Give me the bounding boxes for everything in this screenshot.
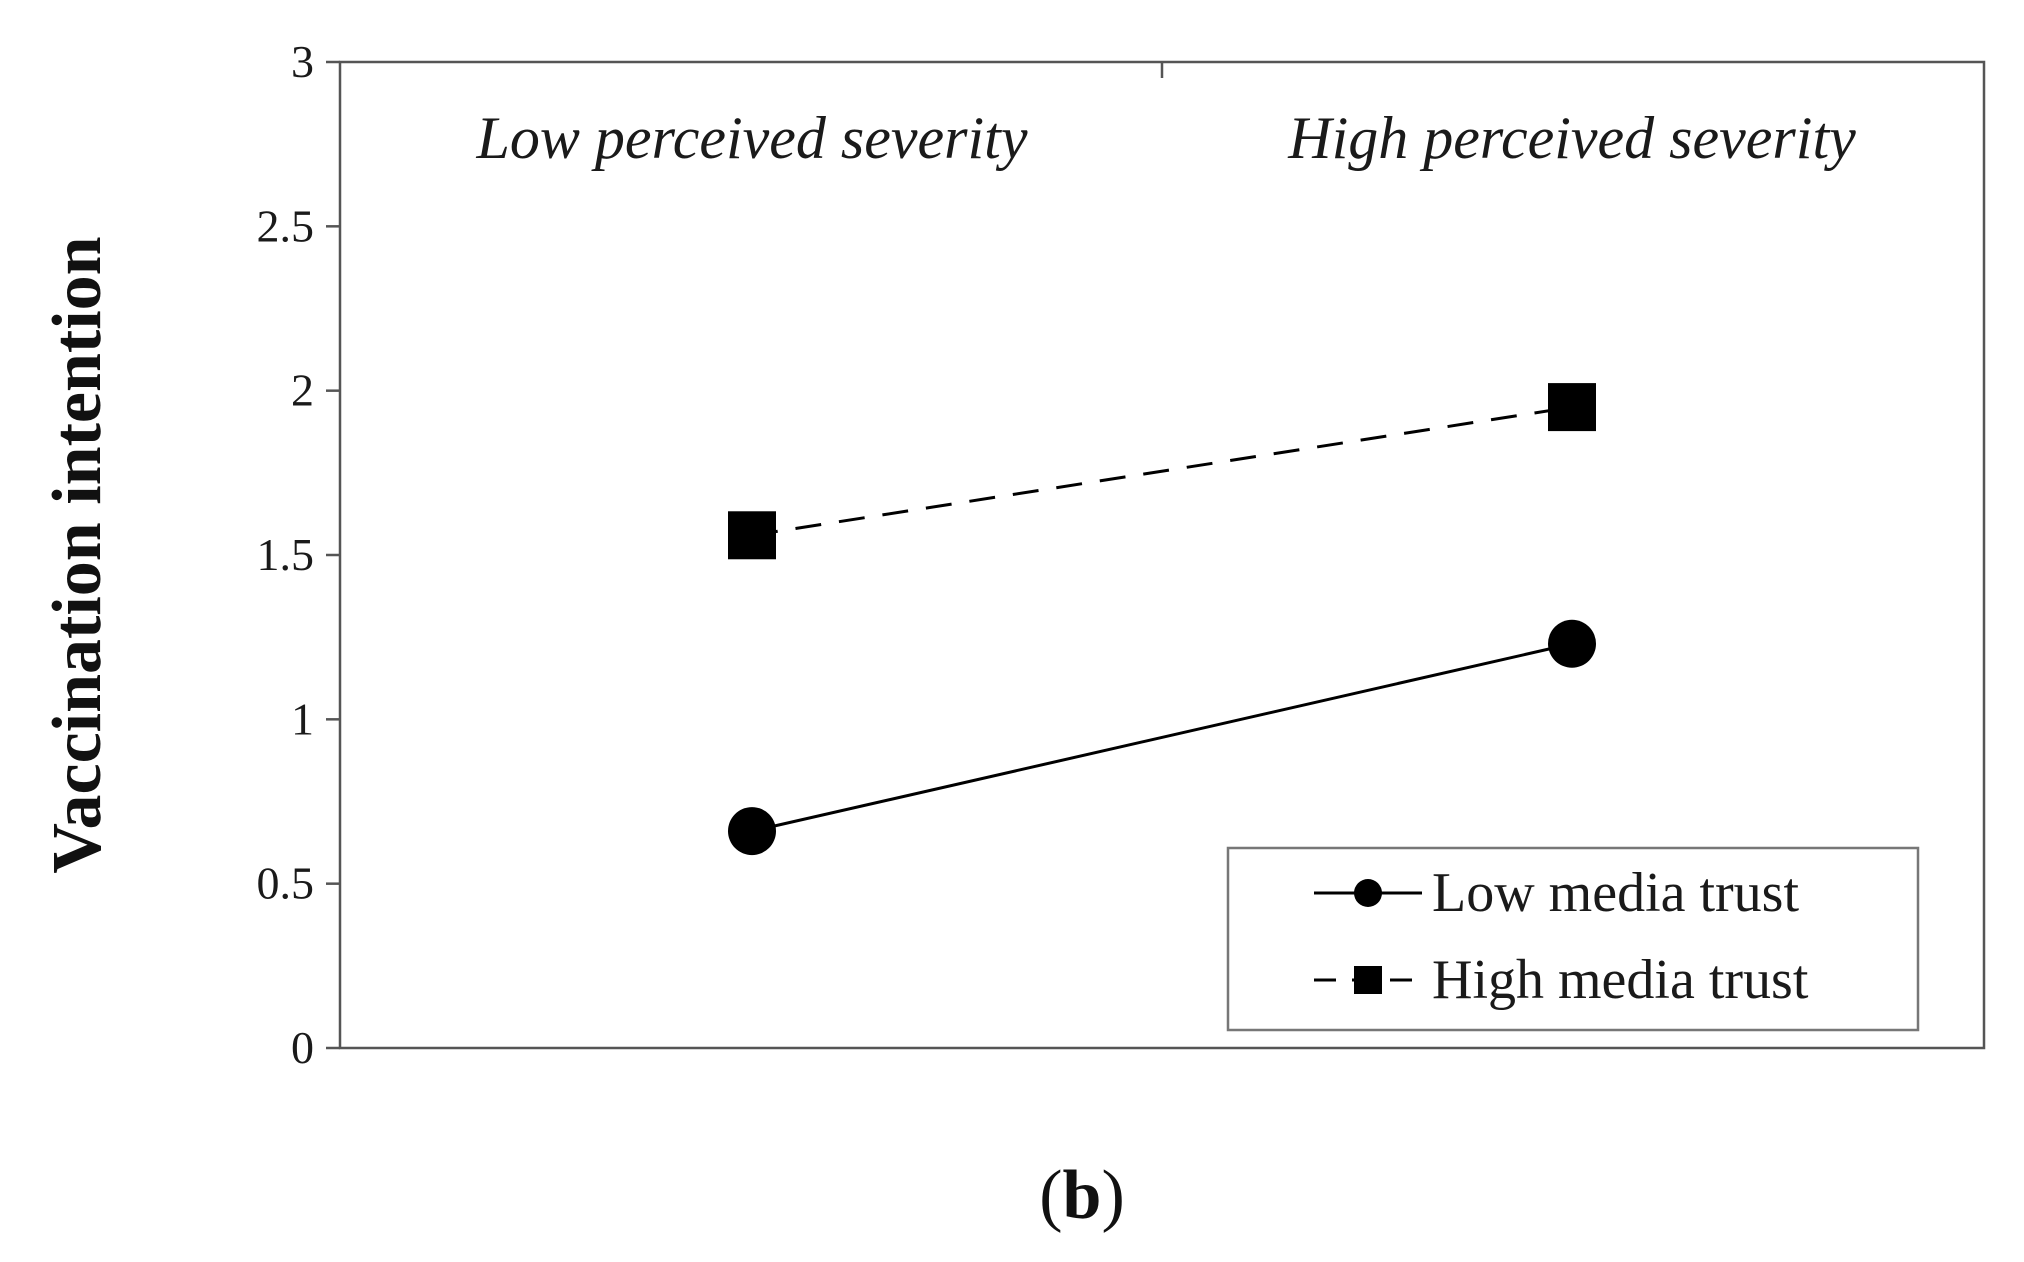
y-tick-label: 2: [291, 365, 314, 416]
y-axis: 0 0.5 1 1.5 2 2.5 3: [257, 36, 340, 1073]
y-tick-label: 3: [291, 36, 314, 87]
panel-label-close: ): [1101, 1157, 1124, 1234]
legend-box: [1226, 846, 1920, 1032]
panel-label-open: (: [1039, 1157, 1062, 1234]
data-point-low-media-trust-1: [728, 807, 776, 856]
legend-marker-square-icon: [1354, 966, 1382, 994]
legend-label-low-media-trust: Low media trust: [1432, 862, 1799, 924]
y-tick-label: 0.5: [257, 858, 315, 909]
series-group: [728, 383, 1596, 856]
y-tick-label: 1: [291, 693, 314, 744]
series-line-low-media-trust: [751, 642, 1573, 833]
data-point-high-media-trust-1: [728, 511, 776, 560]
panel-label: (b): [1039, 1157, 1125, 1234]
data-point-high-media-trust-2: [1548, 383, 1596, 432]
y-axis-label: Vaccination intention: [39, 236, 116, 873]
data-point-low-media-trust-2: [1548, 619, 1596, 668]
legend-marker-circle-icon: [1354, 879, 1382, 907]
panel-label-letter: b: [1063, 1157, 1102, 1234]
annotation-low-severity: Low perceived severity: [476, 105, 1028, 171]
series-line-high-media-trust: [751, 405, 1573, 537]
y-tick-label: 2.5: [257, 200, 315, 251]
y-tick-label: 0: [291, 1022, 314, 1073]
annotation-high-severity: High perceived severity: [1287, 105, 1856, 171]
legend-label-high-media-trust: High media trust: [1432, 949, 1809, 1011]
legend: Low media trust High media trust: [1226, 846, 1920, 1032]
y-tick-label: 1.5: [257, 529, 315, 580]
